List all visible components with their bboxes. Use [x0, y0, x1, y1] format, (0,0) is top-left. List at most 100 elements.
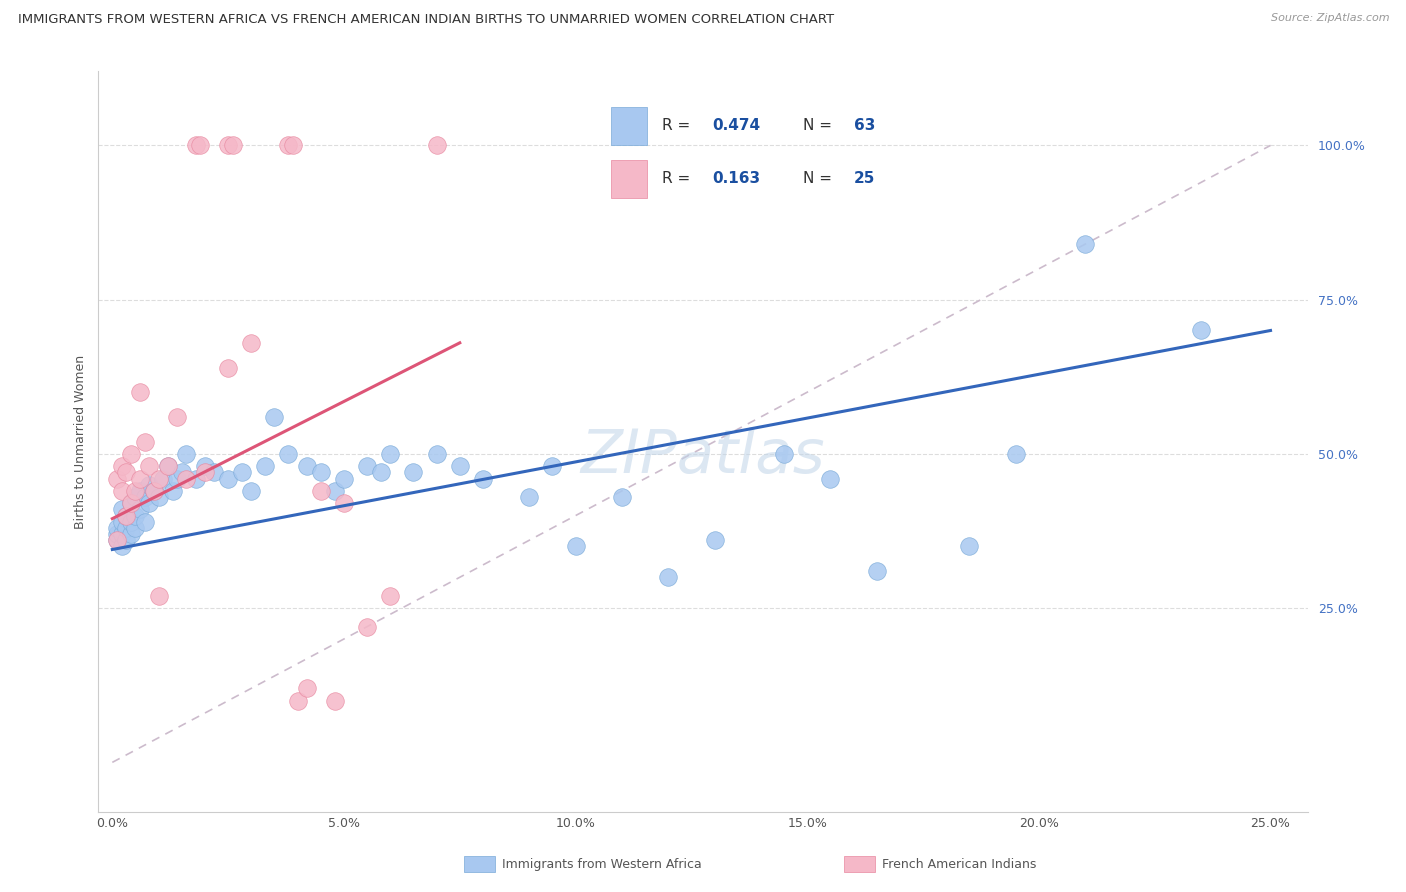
Point	[263, 409, 285, 424]
Point	[309, 466, 332, 480]
Point	[277, 138, 299, 153]
Point	[217, 138, 239, 153]
Text: Immigrants from Western Africa: Immigrants from Western Africa	[502, 858, 702, 871]
Point	[370, 466, 392, 480]
Point	[124, 490, 146, 504]
Point	[323, 694, 346, 708]
Point	[380, 589, 402, 603]
Point	[148, 490, 170, 504]
Point	[426, 447, 449, 461]
Point	[120, 527, 142, 541]
Point	[356, 459, 378, 474]
Point	[610, 490, 633, 504]
Point	[105, 527, 128, 541]
Point	[277, 447, 299, 461]
Point	[820, 471, 842, 485]
Text: ZIPatlas: ZIPatlas	[581, 427, 825, 486]
Point	[957, 540, 980, 554]
Point	[152, 471, 174, 485]
Point	[426, 138, 449, 153]
Point	[184, 471, 207, 485]
Point	[110, 483, 132, 498]
Point	[134, 515, 156, 529]
Point	[240, 483, 263, 498]
Point	[120, 447, 142, 461]
Point	[134, 490, 156, 504]
Point	[309, 483, 332, 498]
Point	[1189, 324, 1212, 338]
Point	[231, 466, 253, 480]
Point	[1004, 447, 1026, 461]
Point	[176, 447, 198, 461]
Point	[105, 533, 128, 548]
Point	[333, 471, 356, 485]
Point	[138, 459, 160, 474]
Point	[703, 533, 725, 548]
Point	[120, 496, 142, 510]
Point	[240, 335, 263, 350]
Point	[138, 477, 160, 491]
Point	[222, 138, 245, 153]
Point	[194, 459, 217, 474]
Point	[115, 521, 138, 535]
Point	[134, 434, 156, 449]
Point	[124, 508, 146, 523]
Point	[148, 589, 170, 603]
Point	[517, 490, 540, 504]
Point	[162, 483, 184, 498]
Point	[194, 466, 217, 480]
Point	[138, 496, 160, 510]
Point	[333, 496, 356, 510]
Text: IMMIGRANTS FROM WESTERN AFRICA VS FRENCH AMERICAN INDIAN BIRTHS TO UNMARRIED WOM: IMMIGRANTS FROM WESTERN AFRICA VS FRENCH…	[18, 13, 834, 27]
Text: French American Indians: French American Indians	[882, 858, 1036, 871]
Point	[323, 483, 346, 498]
Point	[170, 466, 193, 480]
Point	[356, 619, 378, 633]
Point	[110, 502, 132, 516]
Point	[105, 521, 128, 535]
Point	[166, 409, 188, 424]
Point	[110, 540, 132, 554]
Point	[773, 447, 796, 461]
Point	[166, 471, 188, 485]
Point	[471, 471, 494, 485]
Point	[120, 515, 142, 529]
Point	[124, 521, 146, 535]
Point	[1074, 237, 1097, 252]
Point	[110, 527, 132, 541]
Point	[120, 496, 142, 510]
Point	[564, 540, 586, 554]
Point	[254, 459, 277, 474]
Point	[105, 471, 128, 485]
Point	[124, 483, 146, 498]
Point	[115, 508, 138, 523]
Point	[380, 447, 402, 461]
Point	[129, 483, 152, 498]
Point	[148, 471, 170, 485]
Point	[143, 483, 166, 498]
Point	[866, 564, 889, 578]
Point	[129, 471, 152, 485]
Point	[184, 138, 207, 153]
Point	[202, 466, 225, 480]
Point	[129, 385, 152, 400]
Point	[129, 502, 152, 516]
Point	[287, 694, 309, 708]
Point	[402, 466, 425, 480]
Y-axis label: Births to Unmarried Women: Births to Unmarried Women	[75, 354, 87, 529]
Point	[657, 570, 679, 584]
Point	[295, 459, 318, 474]
Point	[188, 138, 211, 153]
Point	[110, 459, 132, 474]
Text: Source: ZipAtlas.com: Source: ZipAtlas.com	[1271, 13, 1389, 23]
Point	[143, 483, 166, 498]
Point	[115, 466, 138, 480]
Point	[449, 459, 471, 474]
Point	[217, 360, 239, 375]
Point	[156, 459, 179, 474]
Point	[176, 471, 198, 485]
Point	[110, 515, 132, 529]
Point	[281, 138, 304, 153]
Point	[295, 681, 318, 696]
Point	[156, 459, 179, 474]
